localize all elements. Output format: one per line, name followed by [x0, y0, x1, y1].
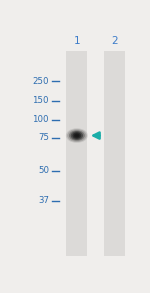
Text: 50: 50 — [38, 166, 49, 175]
Text: 2: 2 — [111, 36, 117, 47]
Ellipse shape — [72, 132, 81, 139]
Ellipse shape — [69, 130, 85, 141]
Ellipse shape — [67, 129, 87, 142]
Bar — [104, 51, 124, 256]
Bar — [66, 51, 87, 256]
Ellipse shape — [75, 134, 78, 137]
Text: 37: 37 — [38, 197, 49, 205]
Ellipse shape — [74, 133, 80, 138]
Text: 1: 1 — [74, 36, 80, 47]
Text: 250: 250 — [33, 77, 49, 86]
Text: 75: 75 — [38, 133, 49, 142]
Text: 100: 100 — [33, 115, 49, 124]
Text: 150: 150 — [33, 96, 49, 105]
Ellipse shape — [71, 131, 83, 140]
Ellipse shape — [66, 128, 88, 143]
